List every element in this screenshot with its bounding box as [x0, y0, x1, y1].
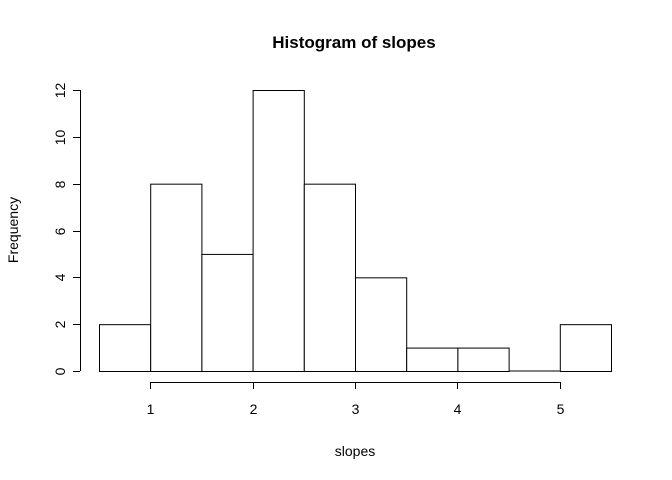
histogram-bar [150, 183, 203, 372]
y-tick-label: 10 [52, 130, 68, 146]
x-tick-label: 2 [250, 401, 258, 417]
y-tick-label: 8 [52, 180, 68, 188]
histogram-bar [406, 347, 459, 373]
histogram-bar [252, 90, 305, 372]
y-tick-label: 12 [52, 83, 68, 99]
y-tick-label: 2 [52, 320, 68, 328]
histogram-bar [303, 183, 356, 372]
histogram-bar [99, 324, 152, 372]
x-tick-label: 4 [454, 401, 462, 417]
x-tick-label: 5 [557, 401, 565, 417]
chart-title: Histogram of slopes [272, 33, 435, 52]
y-tick-label: 0 [52, 367, 68, 375]
y-tick-label: 4 [52, 273, 68, 281]
x-axis: 1 2 3 4 5 [147, 382, 565, 417]
y-tick-label: 6 [52, 227, 68, 235]
histogram-bar [355, 277, 408, 373]
histogram-bar [559, 324, 612, 372]
x-tick-label: 1 [147, 401, 155, 417]
x-axis-label: slopes [335, 443, 375, 459]
histogram-bar [457, 347, 510, 373]
x-tick-label: 3 [352, 401, 360, 417]
bars-group [99, 90, 612, 373]
y-axis: 0 2 4 6 8 10 12 [52, 83, 81, 375]
histogram-bar [201, 253, 254, 373]
y-axis-label: Frequency [5, 197, 21, 263]
